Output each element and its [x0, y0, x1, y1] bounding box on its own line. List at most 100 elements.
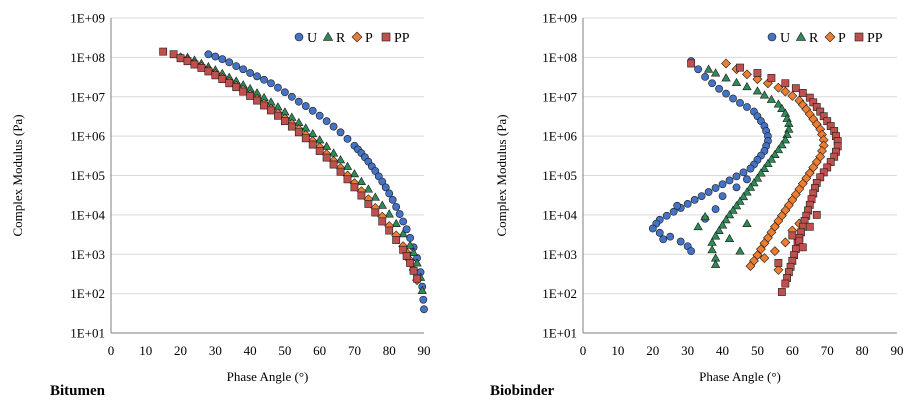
data-point: [780, 237, 791, 248]
y-tick-label: 1E+07: [542, 89, 577, 104]
data-point: [708, 79, 716, 88]
data-point: [781, 279, 790, 288]
data-point: [246, 92, 255, 100]
y-tick-label: 1E+01: [70, 326, 105, 341]
data-point: [253, 96, 261, 105]
data-point: [378, 177, 387, 186]
x-tick-label: 70: [348, 343, 361, 358]
x-tick-label: 0: [580, 343, 587, 358]
legend-label: R: [809, 31, 819, 46]
data-point: [766, 154, 777, 163]
data-point: [267, 79, 275, 88]
legend-label: U: [307, 31, 317, 46]
series-pp: [159, 47, 421, 283]
data-point: [666, 232, 675, 241]
data-point: [777, 103, 787, 113]
data-point: [190, 60, 199, 69]
data-point: [752, 86, 763, 95]
x-tick-label: 50: [751, 343, 764, 358]
data-point: [409, 266, 418, 275]
data-point: [756, 168, 766, 177]
data-point: [356, 176, 367, 186]
data-point: [363, 184, 374, 193]
data-point: [197, 64, 206, 72]
data-point: [812, 210, 821, 219]
data-point: [239, 65, 248, 74]
data-point: [759, 163, 770, 172]
data-point: [683, 199, 692, 208]
data-point: [371, 208, 380, 217]
data-point: [357, 191, 366, 200]
data-point: [398, 229, 408, 238]
data-point: [756, 244, 766, 255]
legend-label: P: [838, 31, 846, 46]
data-point: [791, 84, 800, 93]
data-point: [294, 97, 303, 106]
data-point: [701, 72, 710, 81]
data-point: [798, 89, 807, 97]
data-point: [745, 182, 756, 191]
series-r: [693, 64, 794, 268]
data-point: [752, 173, 763, 182]
panel-label: Bitumen: [50, 383, 106, 399]
data-point: [759, 253, 770, 263]
data-point: [742, 218, 752, 228]
data-point: [753, 69, 762, 77]
data-point: [406, 234, 414, 242]
data-point: [267, 106, 275, 115]
legend-label: U: [780, 31, 790, 46]
data-point: [687, 247, 696, 256]
data-point: [711, 184, 720, 192]
data-point: [349, 169, 360, 178]
data-point: [350, 183, 359, 192]
data-point: [322, 117, 331, 126]
data-point: [343, 175, 352, 184]
legend-label: PP: [867, 31, 883, 46]
data-point: [308, 140, 317, 149]
y-tick-label: 1E+06: [542, 129, 577, 144]
data-point: [406, 259, 414, 267]
chart-biobinder: 1E+01 1E+02 1E+03 1E+04 1E+05 1E+06 1E+07 1E+08…: [490, 11, 904, 400]
legend-marker: [322, 31, 334, 41]
data-point: [402, 252, 411, 260]
data-point: [385, 226, 394, 235]
x-tick-label: 0: [108, 343, 115, 358]
data-point: [742, 69, 752, 80]
data-point: [417, 285, 427, 294]
data-point: [732, 183, 741, 192]
data-point: [722, 89, 730, 98]
data-point: [274, 83, 282, 92]
x-axis-title: Phase Angle (°): [227, 369, 309, 384]
data-point: [395, 210, 404, 218]
data-point: [743, 103, 751, 111]
data-point: [759, 90, 770, 99]
data-point: [798, 243, 807, 252]
x-tick-label: 90: [418, 343, 431, 358]
data-point: [294, 128, 303, 137]
legend-marker: [767, 32, 777, 42]
y-tick-label: 1E+05: [542, 168, 577, 183]
data-point: [392, 236, 401, 244]
data-point: [717, 220, 728, 229]
data-point: [315, 111, 324, 120]
data-point: [315, 147, 324, 155]
y-tick-label: 1E+01: [542, 326, 577, 341]
legend-label: P: [365, 31, 373, 46]
data-point: [335, 155, 346, 164]
series-pp: [687, 59, 842, 296]
data-point: [405, 240, 415, 249]
data-point: [388, 196, 397, 204]
y-axis-title: Complex Modulus (Pa): [494, 114, 509, 236]
data-point: [659, 235, 668, 244]
legend-marker: [824, 31, 836, 43]
data-point: [655, 228, 664, 237]
data-point: [328, 148, 339, 157]
data-point: [378, 217, 387, 226]
data-point: [710, 68, 721, 77]
y-axis-title: Complex Modulus (Pa): [10, 114, 25, 236]
data-point: [739, 168, 748, 177]
data-point: [694, 65, 703, 74]
data-point: [260, 101, 268, 110]
data-point: [343, 135, 352, 143]
data-point: [711, 205, 720, 214]
